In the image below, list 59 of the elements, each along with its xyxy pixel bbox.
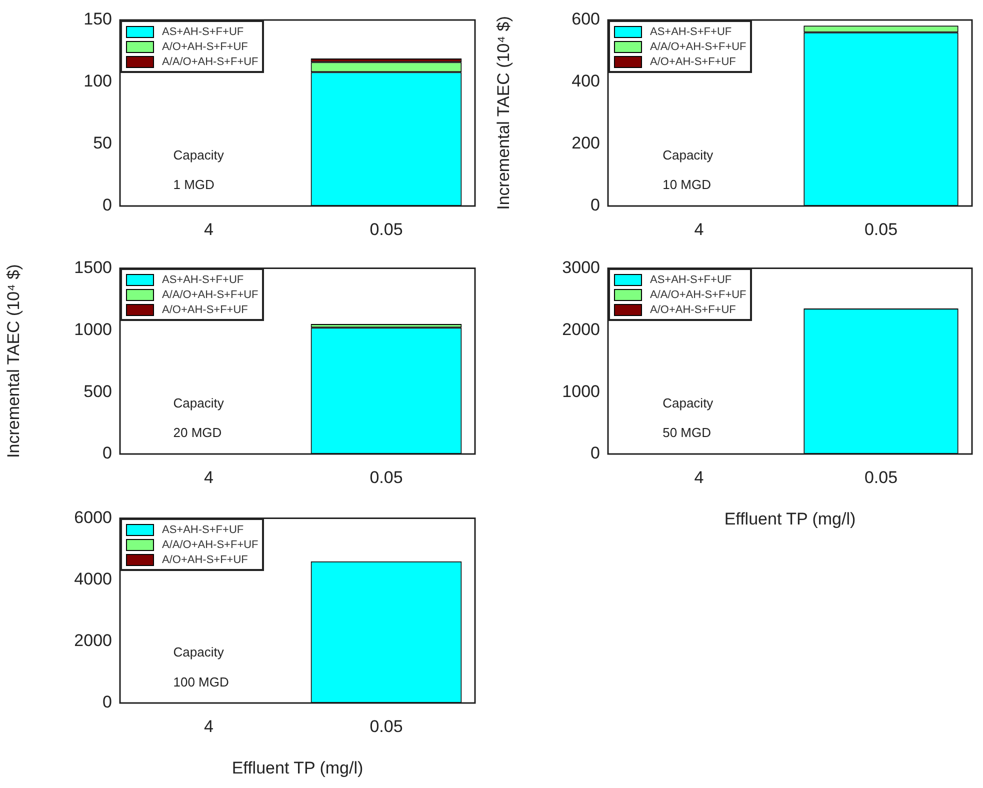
y-axis-title: Incremental TAEC (10⁴ $) [494, 16, 513, 210]
annotation: 50 MGD [662, 425, 712, 440]
annotation: Capacity [173, 644, 224, 660]
legend-label: A/A/O+AH-S+F+UF [650, 288, 746, 301]
y-tick-label: 2000 [562, 320, 600, 339]
y-tick-label: 100 [84, 72, 112, 91]
y-tick-label: 2000 [74, 631, 112, 650]
y-axis-title: Incremental TAEC (10⁴ $) [4, 264, 23, 458]
legend-label: A/O+AH-S+F+UF [162, 40, 248, 52]
annotation: 20 MGD [173, 425, 222, 440]
legend-label: A/O+AH-S+F+UF [650, 56, 736, 68]
y-tick-label: 600 [572, 10, 600, 29]
legend-label: A/O+AH-S+F+UF [162, 554, 248, 566]
annotation: 10 MGD [662, 177, 712, 192]
y-tick-label: 1500 [74, 258, 112, 277]
annotation: Capacity [662, 147, 714, 162]
y-tick-label: 150 [84, 10, 112, 29]
annotation: 1 MGD [173, 177, 214, 192]
legend-label: A/O+AH-S+F+UF [650, 304, 736, 316]
y-tick-label: 500 [84, 382, 112, 401]
y-tick-label: 4000 [74, 569, 112, 588]
x-tick-label: 4 [694, 220, 704, 239]
x-tick-label: 0.05 [864, 220, 898, 239]
y-tick-label: 1000 [74, 320, 112, 339]
y-tick-label: 400 [572, 72, 600, 91]
legend-label: A/A/O+AH-S+F+UF [162, 288, 258, 301]
legend-label: A/A/O+AH-S+F+UF [162, 56, 258, 68]
x-tick-label: 4 [694, 468, 704, 487]
y-tick-label: 6000 [74, 508, 112, 527]
x-tick-label: 0.05 [370, 220, 403, 239]
annotation: Capacity [662, 395, 714, 410]
legend-label: AS+AH-S+F+UF [162, 26, 244, 38]
legend-label: AS+AH-S+F+UF [162, 274, 244, 286]
legend-label: AS+AH-S+F+UF [650, 26, 732, 38]
y-tick-label: 0 [102, 444, 112, 463]
y-tick-label: 3000 [562, 258, 600, 277]
x-tick-label: 0.05 [370, 468, 403, 487]
legend-label: AS+AH-S+F+UF [650, 274, 732, 286]
x-tick-label: 0.05 [864, 468, 898, 487]
y-tick-label: 0 [102, 692, 112, 712]
y-tick-label: 0 [590, 444, 600, 463]
annotation: Capacity [173, 147, 224, 162]
x-tick-label: 0.05 [370, 716, 403, 736]
legend-label: A/A/O+AH-S+F+UF [162, 538, 258, 551]
y-tick-label: 50 [93, 134, 112, 153]
y-tick-label: 0 [590, 196, 600, 215]
y-tick-label: 0 [102, 196, 112, 215]
annotation: Capacity [173, 395, 224, 410]
x-tick-label: 4 [204, 220, 214, 239]
annotation: 100 MGD [173, 674, 229, 690]
legend-label: A/O+AH-S+F+UF [162, 304, 248, 316]
y-tick-label: 200 [572, 134, 600, 153]
y-tick-label: 1000 [562, 382, 600, 401]
x-tick-label: 4 [204, 716, 214, 736]
x-tick-label: 4 [204, 468, 214, 487]
legend-label: A/A/O+AH-S+F+UF [650, 40, 746, 52]
legend-label: AS+AH-S+F+UF [162, 524, 244, 536]
x-axis-title: Effluent TP (mg/l) [232, 758, 364, 778]
x-axis-title: Effluent TP (mg/l) [724, 509, 856, 528]
